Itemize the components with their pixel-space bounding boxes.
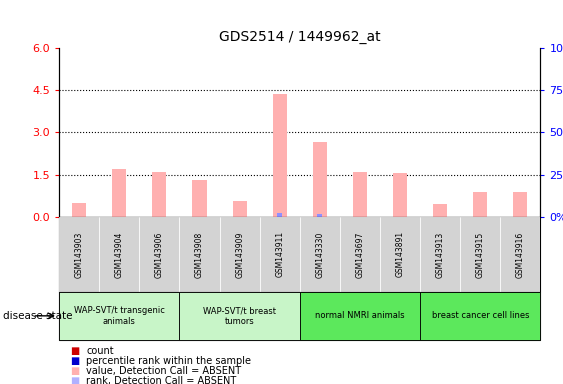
Bar (220, 217, 260, 292)
Text: WAP-SVT/t breast
tumors: WAP-SVT/t breast tumors (203, 306, 276, 326)
Bar (260, 217, 300, 292)
Text: normal NMRI animals: normal NMRI animals (315, 311, 405, 320)
Text: GSM143903: GSM143903 (75, 231, 84, 278)
Text: GSM143906: GSM143906 (155, 231, 164, 278)
Bar (340, 217, 380, 292)
Bar (180, 217, 220, 292)
Text: GSM143913: GSM143913 (436, 231, 445, 278)
Text: WAP-SVT/t transgenic
animals: WAP-SVT/t transgenic animals (74, 306, 165, 326)
Text: ■: ■ (70, 346, 79, 356)
Bar (99, 217, 139, 292)
Text: value, Detection Call = ABSENT: value, Detection Call = ABSENT (86, 366, 242, 376)
Bar (140, 217, 180, 292)
Text: count: count (86, 346, 114, 356)
Text: GSM143909: GSM143909 (235, 231, 244, 278)
Bar (501, 217, 540, 292)
Bar (513, 192, 528, 217)
Text: breast cancer cell lines: breast cancer cell lines (432, 311, 529, 320)
Bar (59, 292, 180, 340)
Title: GDS2514 / 1449962_at: GDS2514 / 1449962_at (219, 30, 381, 44)
Text: GSM143904: GSM143904 (115, 231, 124, 278)
Text: rank, Detection Call = ABSENT: rank, Detection Call = ABSENT (86, 376, 236, 384)
Bar (59, 217, 99, 292)
Text: ■: ■ (70, 376, 79, 384)
Text: GSM143911: GSM143911 (275, 231, 284, 278)
Bar (433, 204, 447, 217)
Bar (233, 202, 247, 217)
Bar (420, 292, 540, 340)
Bar (193, 180, 207, 217)
Bar (420, 217, 460, 292)
Text: GSM143908: GSM143908 (195, 231, 204, 278)
Bar (112, 169, 126, 217)
Bar (313, 142, 327, 217)
Text: GSM143697: GSM143697 (355, 231, 364, 278)
Bar (180, 292, 300, 340)
Text: GSM143891: GSM143891 (396, 231, 405, 278)
Bar (318, 214, 322, 217)
Text: ■: ■ (70, 356, 79, 366)
Bar (473, 192, 488, 217)
Text: disease state: disease state (3, 311, 72, 321)
Text: GSM143915: GSM143915 (476, 231, 485, 278)
Text: GSM143330: GSM143330 (315, 231, 324, 278)
Bar (153, 172, 167, 217)
Text: GSM143916: GSM143916 (516, 231, 525, 278)
Bar (353, 172, 367, 217)
Bar (393, 173, 407, 217)
Bar (300, 292, 420, 340)
Bar (272, 94, 287, 217)
Bar (278, 213, 282, 217)
Text: percentile rank within the sample: percentile rank within the sample (86, 356, 251, 366)
Bar (72, 203, 86, 217)
Bar (460, 217, 501, 292)
Bar (380, 217, 420, 292)
Bar (300, 217, 340, 292)
Text: ■: ■ (70, 366, 79, 376)
